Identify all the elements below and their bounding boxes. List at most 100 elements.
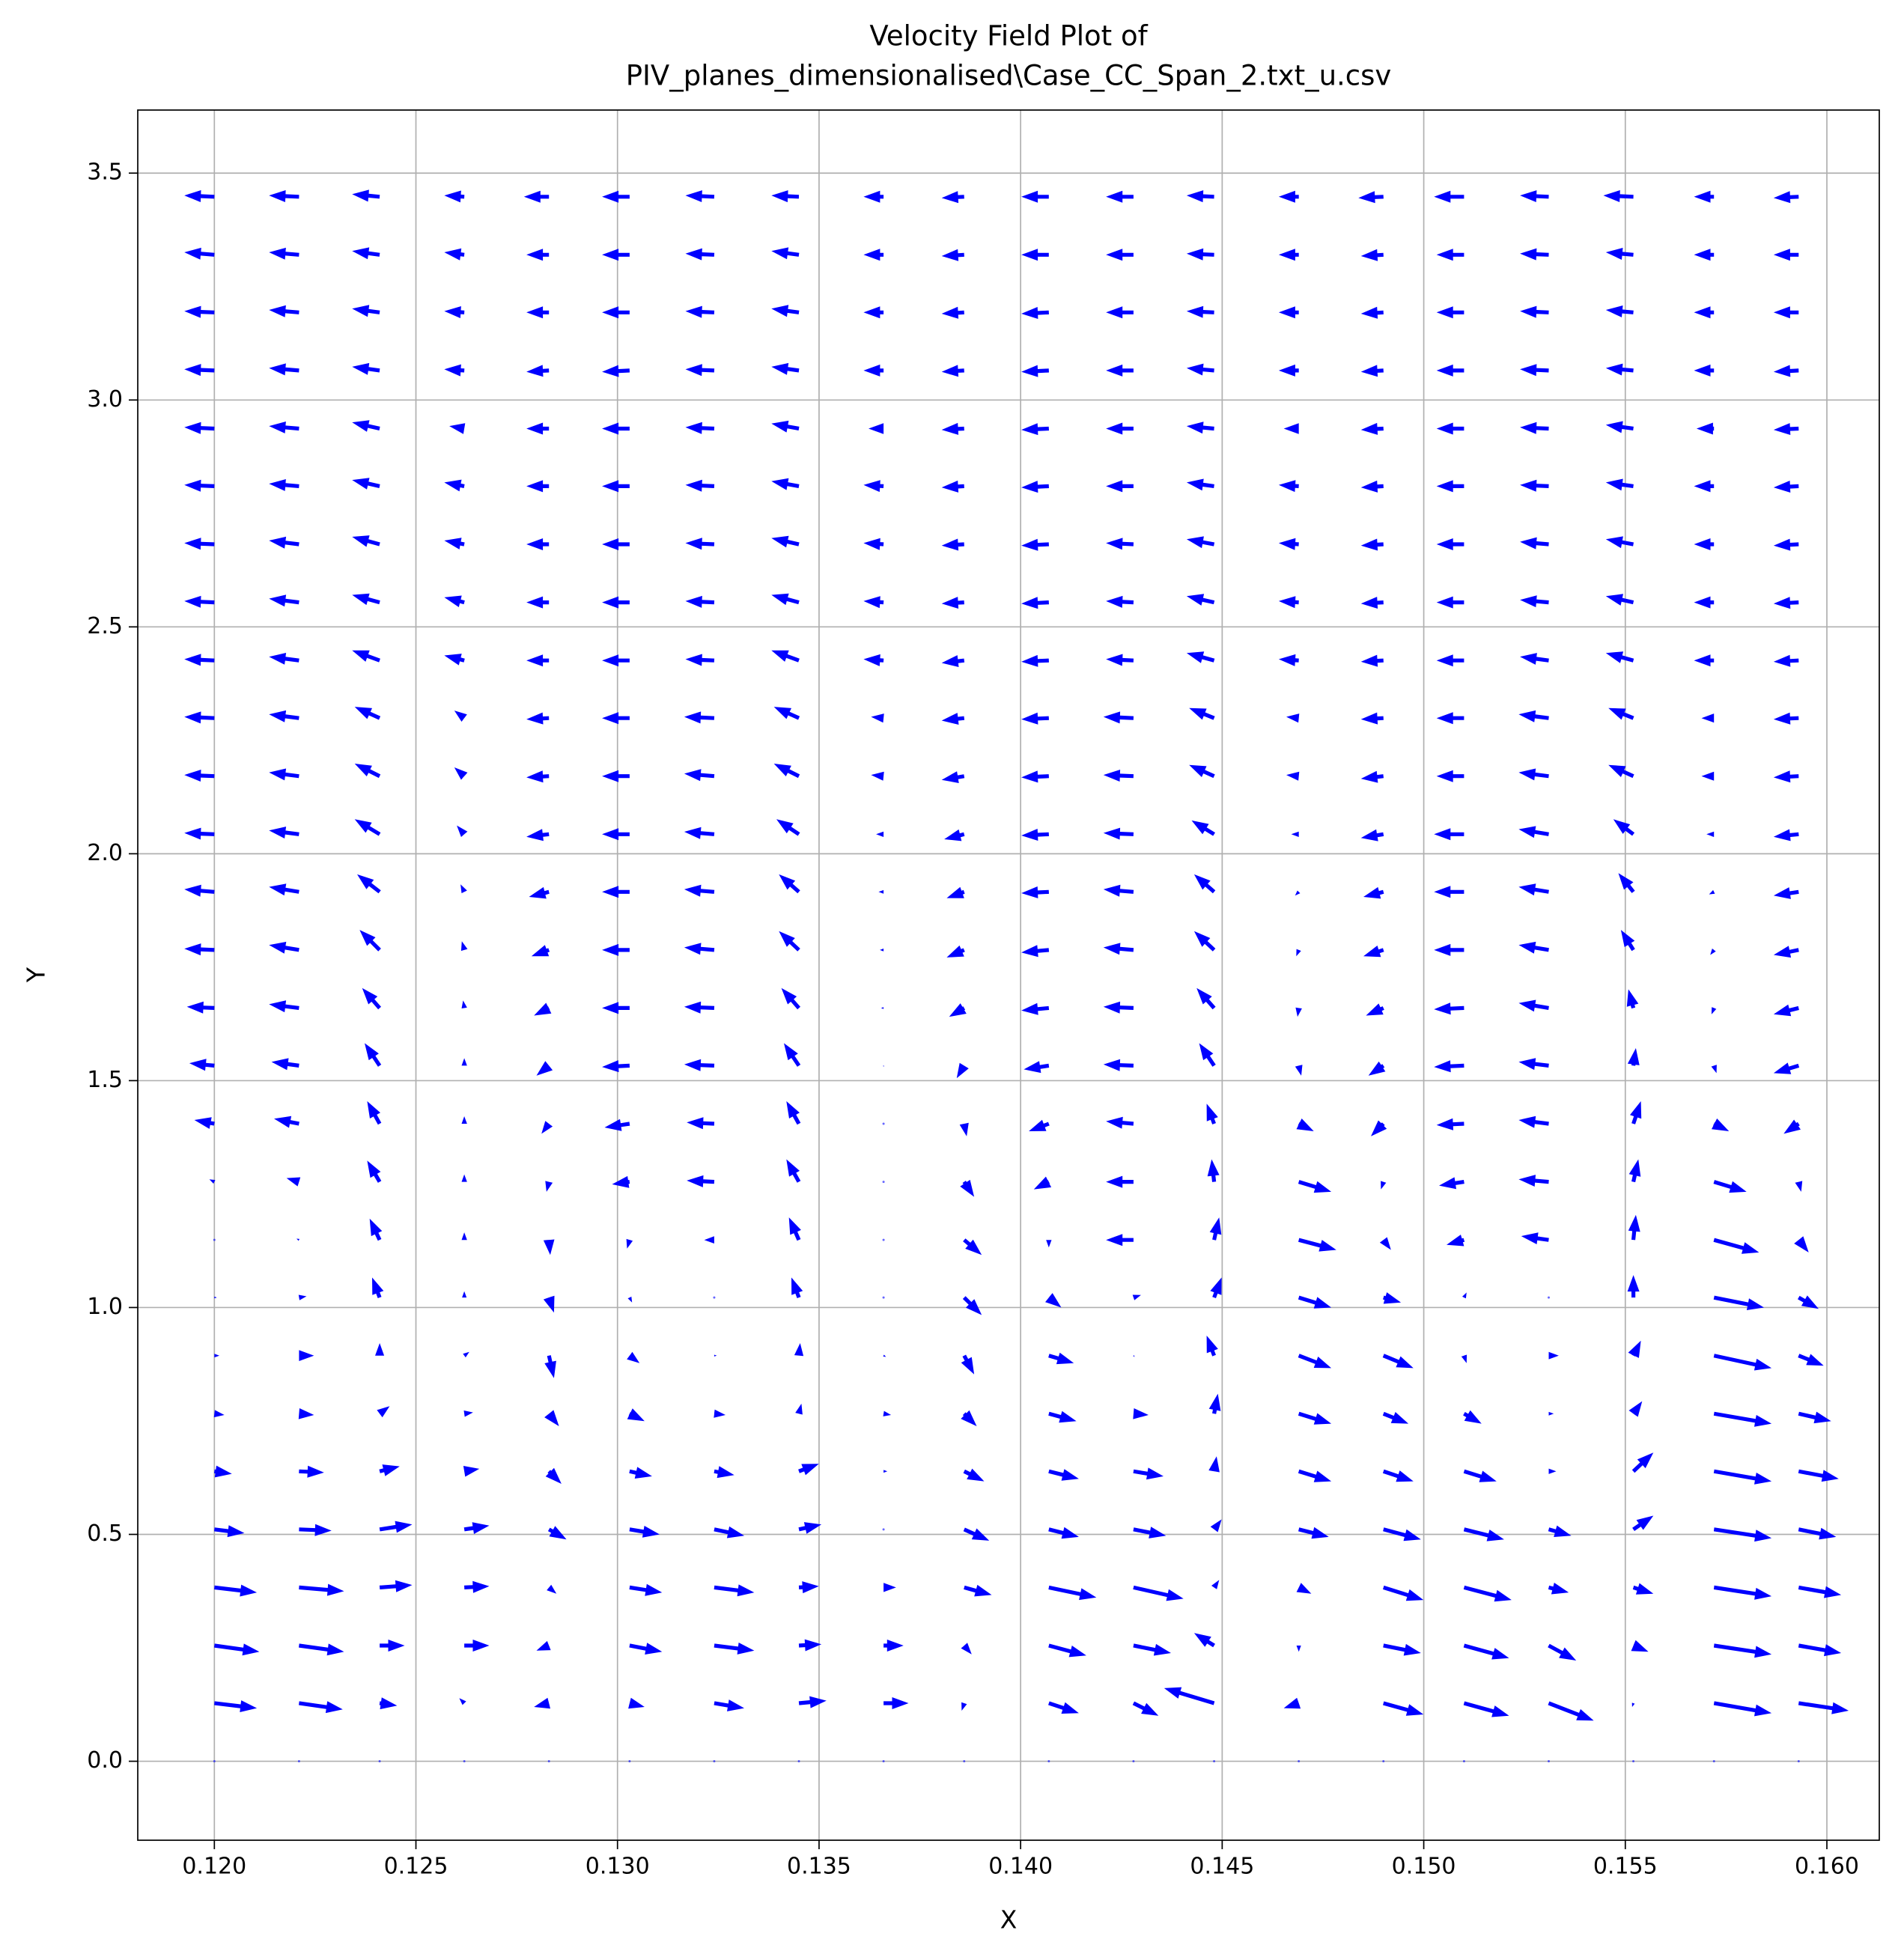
arrow xyxy=(1711,1007,1717,1014)
chart-title: Velocity Field Plot of xyxy=(869,20,1148,52)
arrow xyxy=(1278,306,1299,319)
arrow xyxy=(1518,1175,1549,1187)
arrow xyxy=(871,713,884,723)
arrow xyxy=(1608,764,1634,779)
arrow xyxy=(1711,1065,1717,1074)
arrow xyxy=(1360,712,1384,725)
arrow xyxy=(1773,770,1799,783)
arrow xyxy=(1103,1001,1134,1014)
arrow xyxy=(526,538,550,550)
arrow xyxy=(526,365,550,377)
arrow xyxy=(602,886,630,898)
arrow xyxy=(299,1524,332,1536)
arrow xyxy=(964,1584,992,1597)
arrow xyxy=(1207,1159,1220,1182)
arrow xyxy=(269,594,299,607)
arrow xyxy=(1021,1002,1050,1015)
arrow xyxy=(1436,712,1464,725)
arrow xyxy=(209,1179,216,1184)
arrow xyxy=(1701,713,1715,723)
arrow xyxy=(1696,422,1715,435)
arrow xyxy=(1021,307,1049,319)
arrow xyxy=(299,1583,344,1596)
arrow xyxy=(379,1521,413,1533)
arrow xyxy=(299,1465,324,1478)
arrow xyxy=(352,247,380,260)
arrow xyxy=(1605,536,1634,549)
arrow xyxy=(1106,1234,1134,1247)
arrow xyxy=(463,1351,469,1358)
arrow xyxy=(1133,1408,1149,1419)
arrow xyxy=(629,1526,660,1538)
arrow xyxy=(786,1101,801,1125)
arrow xyxy=(798,1581,819,1594)
arrow xyxy=(1298,1760,1301,1763)
arrow xyxy=(961,1410,977,1426)
arrow xyxy=(454,767,468,780)
arrow xyxy=(1103,770,1134,782)
arrow xyxy=(269,305,299,317)
arrow xyxy=(1295,890,1301,896)
arrow xyxy=(1383,1701,1424,1716)
arrow xyxy=(1520,364,1549,377)
arrow xyxy=(1773,249,1799,261)
arrow xyxy=(184,538,215,550)
arrow xyxy=(1518,710,1549,722)
arrow xyxy=(1520,190,1549,202)
arrow xyxy=(1191,820,1215,836)
arrow xyxy=(1193,874,1216,894)
arrow xyxy=(687,1117,715,1130)
arrow xyxy=(704,1236,714,1244)
arrow xyxy=(1283,1697,1301,1709)
arrow xyxy=(1520,479,1549,492)
arrow xyxy=(1798,1527,1837,1540)
arrow xyxy=(1632,1583,1654,1595)
arrow xyxy=(1206,1336,1218,1357)
arrow xyxy=(882,1122,885,1125)
arrow xyxy=(786,1159,801,1183)
arrow xyxy=(379,1464,400,1476)
arrow xyxy=(685,538,715,550)
arrow xyxy=(771,247,800,260)
arrow xyxy=(1381,1181,1387,1190)
arrow xyxy=(1773,306,1799,319)
arrow xyxy=(941,597,964,609)
arrow xyxy=(1694,480,1715,493)
arrow xyxy=(941,538,964,551)
arrow xyxy=(1773,829,1799,841)
arrow xyxy=(1436,306,1464,319)
arrow xyxy=(1798,1701,1849,1714)
arrow xyxy=(536,1061,553,1076)
arrow xyxy=(352,189,380,202)
arrow xyxy=(1286,771,1300,781)
arrow xyxy=(684,943,715,955)
arrow xyxy=(454,710,467,722)
arrow xyxy=(1797,1760,1800,1763)
arrow xyxy=(1029,1119,1050,1131)
arrow xyxy=(1360,829,1384,841)
arrow xyxy=(1773,1004,1799,1017)
arrow xyxy=(184,943,215,956)
arrow xyxy=(1213,1760,1216,1763)
arrow xyxy=(685,421,715,434)
arrow xyxy=(1713,1643,1772,1658)
arrow xyxy=(461,1000,467,1008)
arrow xyxy=(1520,653,1549,665)
arrow xyxy=(1360,480,1384,493)
arrow xyxy=(1713,1469,1772,1485)
arrow xyxy=(798,1522,822,1534)
arrow xyxy=(1436,249,1464,261)
arrow xyxy=(1463,1469,1497,1482)
arrow xyxy=(444,538,465,550)
arrow xyxy=(1296,1646,1301,1652)
arrow xyxy=(1795,1181,1803,1192)
arrow xyxy=(773,764,800,779)
arrow xyxy=(184,421,215,434)
arrow xyxy=(1694,249,1715,261)
arrow xyxy=(526,712,550,725)
x-tick-label: 0.135 xyxy=(787,1854,851,1880)
arrow xyxy=(184,190,215,202)
arrow xyxy=(1298,1469,1332,1482)
axes-frame xyxy=(137,109,1880,1841)
arrow xyxy=(526,306,550,319)
